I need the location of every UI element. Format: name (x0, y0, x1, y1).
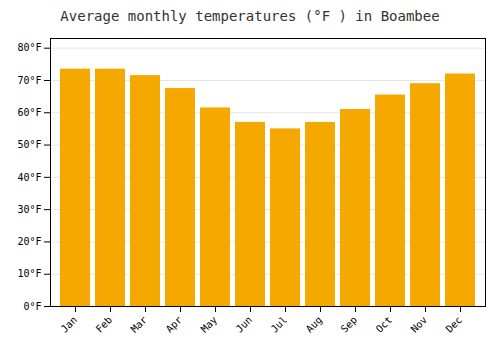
svg-text:Feb: Feb (94, 314, 115, 335)
svg-text:Nov: Nov (409, 314, 430, 335)
svg-text:70°F: 70°F (17, 75, 41, 86)
svg-text:Sep: Sep (339, 314, 360, 335)
svg-text:60°F: 60°F (17, 107, 41, 118)
svg-text:Jan: Jan (59, 314, 80, 335)
svg-text:0°F: 0°F (23, 301, 41, 312)
svg-text:80°F: 80°F (17, 42, 41, 53)
svg-text:Jul: Jul (269, 314, 290, 335)
svg-text:20°F: 20°F (17, 236, 41, 247)
svg-text:Aug: Aug (304, 314, 325, 335)
svg-text:Dec: Dec (444, 314, 465, 335)
svg-text:Mar: Mar (129, 314, 150, 335)
svg-text:Apr: Apr (164, 314, 185, 335)
svg-text:40°F: 40°F (17, 172, 41, 183)
svg-text:50°F: 50°F (17, 139, 41, 150)
svg-text:10°F: 10°F (17, 268, 41, 279)
html-text:Average monthly temperatures (: Average monthly temperatures (°F ) in Bo… (60, 8, 440, 24)
svg-text:May: May (199, 314, 220, 335)
svg-text:30°F: 30°F (17, 204, 41, 215)
svg-text:Jun: Jun (234, 314, 255, 335)
svg-text:Oct: Oct (374, 314, 395, 335)
